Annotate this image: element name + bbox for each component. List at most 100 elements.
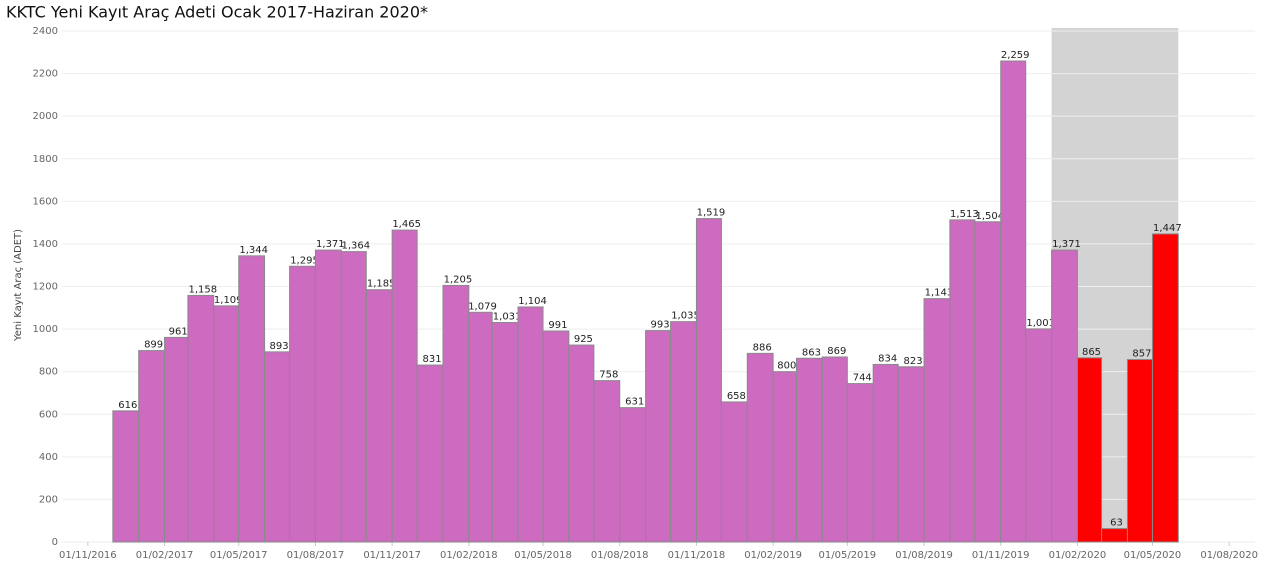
x-tick-label: 01/11/2017	[363, 550, 421, 561]
bar	[1076, 357, 1103, 543]
x-tick-label: 01/11/2019	[972, 550, 1030, 561]
value-label: 800	[777, 361, 796, 372]
value-label: 1,519	[697, 208, 726, 219]
bar	[1101, 528, 1128, 543]
bar	[187, 294, 215, 543]
value-label: 886	[753, 342, 772, 353]
chart-title: KKTC Yeni Kayıt Araç Adeti Ocak 2017-Haz…	[6, 3, 428, 22]
bar	[138, 350, 166, 543]
x-tick-label: 01/02/2018	[440, 550, 498, 561]
value-label: 865	[1082, 347, 1101, 358]
value-label: 1,371	[316, 239, 345, 250]
value-label: 899	[144, 340, 163, 351]
y-tick-label: 1800	[33, 154, 58, 165]
y-tick-label: 2200	[33, 69, 58, 80]
bar	[442, 284, 470, 543]
value-label: 758	[599, 370, 618, 381]
value-label: 831	[423, 354, 442, 365]
value-label: 991	[548, 320, 567, 331]
bar	[289, 265, 316, 543]
bar	[1151, 233, 1179, 543]
bar	[568, 344, 595, 543]
y-tick-label: 200	[39, 494, 58, 505]
value-label: 961	[169, 326, 188, 337]
bar	[746, 352, 774, 543]
value-label: 63	[1110, 518, 1123, 529]
bar	[314, 249, 342, 543]
value-label: 893	[270, 341, 289, 352]
bar	[619, 407, 647, 543]
bar	[164, 336, 189, 543]
y-tick-label: 1400	[33, 239, 58, 250]
bar	[1000, 60, 1027, 543]
x-tick-label: 01/08/2019	[895, 550, 953, 561]
value-label: 1,344	[239, 245, 268, 256]
bar	[923, 298, 951, 543]
bar	[974, 221, 1002, 543]
value-label: 1,371	[1052, 239, 1081, 250]
bar	[645, 330, 672, 543]
y-tick-label: 2400	[33, 26, 58, 37]
y-tick-label: 1000	[33, 324, 58, 335]
bar	[238, 255, 266, 543]
bar	[593, 380, 621, 543]
x-tick-label: 01/11/2018	[668, 550, 726, 561]
bar	[720, 401, 748, 543]
bar	[1126, 359, 1153, 543]
bar	[112, 410, 140, 543]
value-label: 1,447	[1153, 223, 1182, 234]
bar	[1025, 328, 1053, 543]
bar	[468, 311, 493, 543]
bar	[872, 363, 899, 543]
x-tick-label: 01/08/2017	[287, 550, 345, 561]
x-tick-label: 01/11/2016	[59, 550, 117, 561]
bar	[670, 321, 697, 543]
bar	[491, 321, 519, 543]
y-tick-label: 2000	[33, 111, 58, 122]
value-label: 863	[802, 347, 821, 358]
value-label: 1,465	[392, 219, 421, 230]
value-label: 1,205	[444, 274, 473, 285]
bar	[340, 251, 367, 543]
value-label: 658	[727, 391, 746, 402]
value-label: 993	[651, 320, 670, 331]
y-axis-label: Yeni Kayıt Araç (ADET)	[13, 229, 24, 342]
bar	[795, 357, 823, 543]
value-label: 1,109	[214, 295, 243, 306]
value-label: 1,035	[671, 311, 700, 322]
value-label: 823	[904, 356, 923, 367]
value-label: 2,259	[1001, 50, 1030, 61]
bar	[213, 305, 240, 543]
value-label: 1,185	[367, 279, 396, 290]
x-tick-label: 01/05/2018	[514, 550, 572, 561]
value-label: 1,513	[950, 209, 979, 220]
value-label: 631	[625, 397, 644, 408]
value-label: 1,504	[975, 211, 1004, 222]
x-tick-label: 01/08/2020	[1200, 550, 1258, 561]
x-tick-label: 01/02/2017	[136, 550, 194, 561]
bar	[264, 351, 291, 543]
x-tick-label: 01/05/2020	[1124, 550, 1182, 561]
bar	[391, 229, 418, 543]
value-label: 869	[827, 346, 846, 357]
bar	[517, 306, 544, 543]
x-tick-label: 01/02/2020	[1049, 550, 1107, 561]
x-tick-label: 01/02/2019	[744, 550, 802, 561]
bar	[365, 289, 393, 543]
value-label: 1,295	[290, 255, 319, 266]
y-tick-label: 600	[39, 409, 58, 420]
value-label: 1,001	[1026, 318, 1055, 329]
y-tick-label: 1200	[33, 282, 58, 293]
value-label: 834	[878, 353, 897, 364]
y-tick-label: 400	[39, 452, 58, 463]
y-tick-label: 800	[39, 367, 58, 378]
bar	[416, 364, 444, 543]
value-label: 1,143	[925, 288, 954, 299]
y-tick-label: 0	[52, 537, 58, 548]
x-tick-label: 01/08/2018	[591, 550, 649, 561]
x-tick-label: 01/05/2019	[819, 550, 877, 561]
bar	[846, 383, 874, 543]
bar	[772, 371, 797, 543]
bar	[949, 219, 976, 543]
